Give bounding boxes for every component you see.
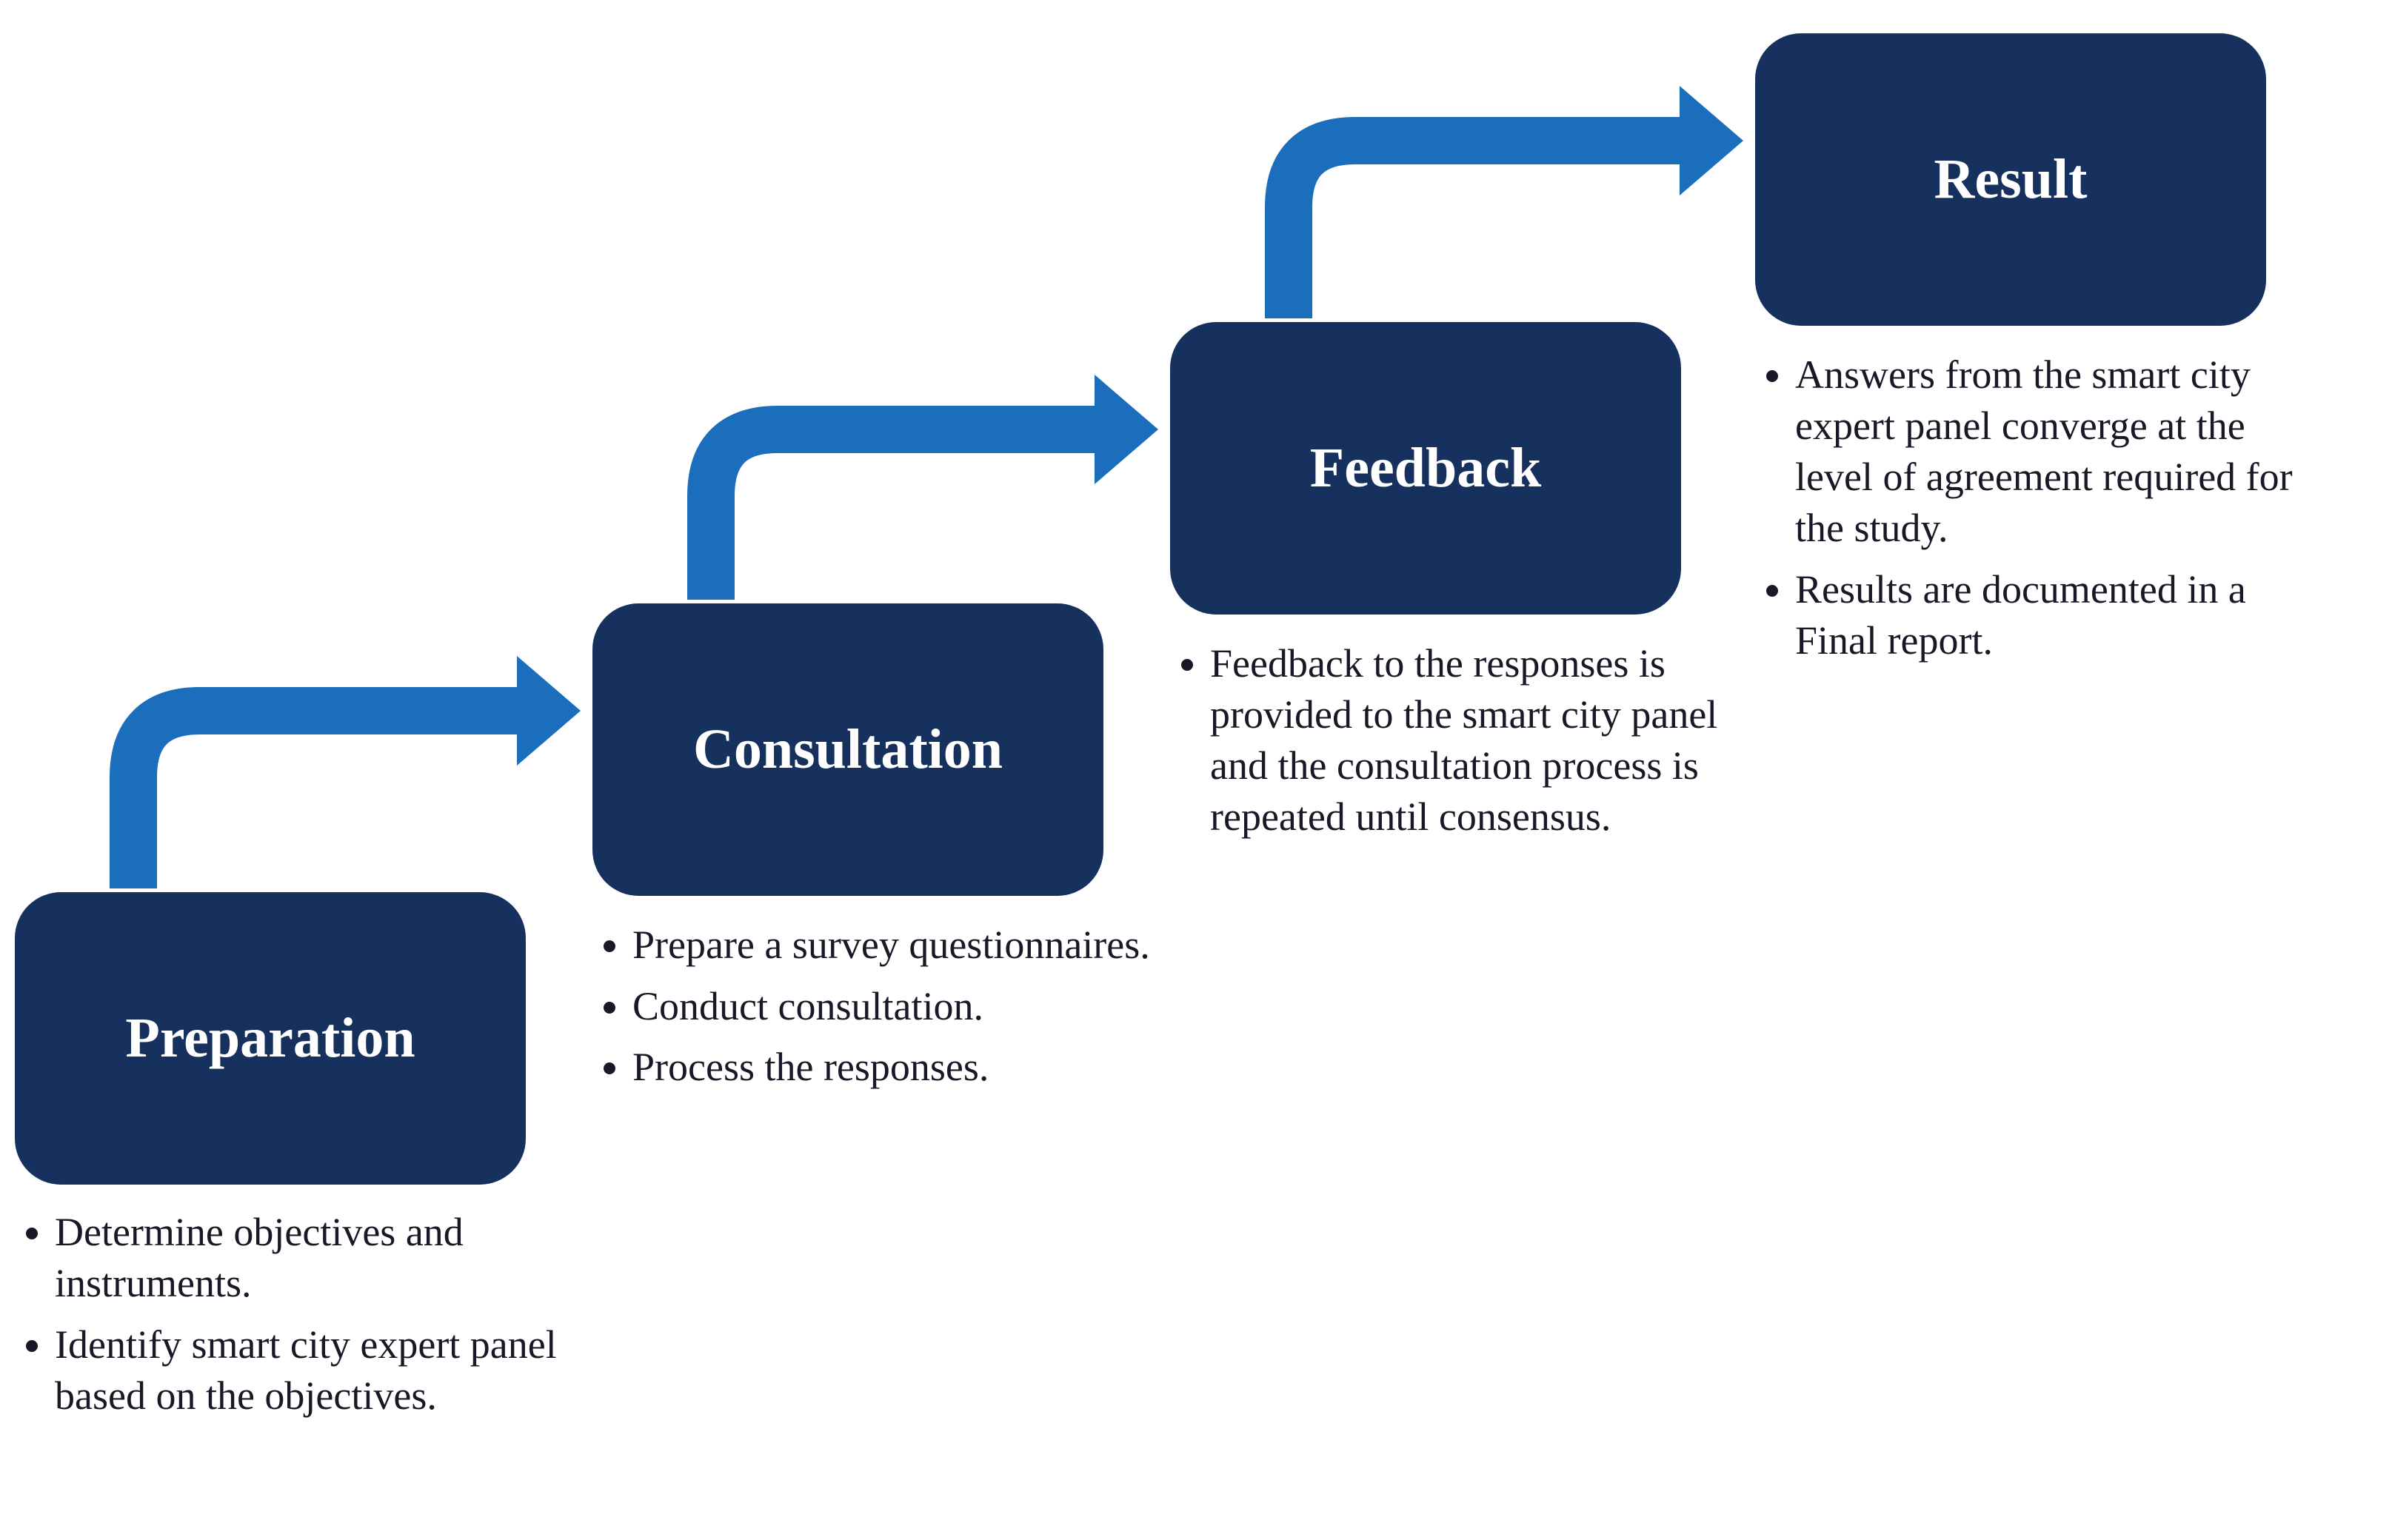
- node-bullets-consultation: Prepare a survey questionnaires. Conduct …: [592, 920, 1207, 1103]
- node-title-feedback: Feedback: [1310, 436, 1541, 500]
- bullet-item: Feedback to the responses is provided to…: [1210, 638, 1718, 843]
- bullet-item: Results are documented in a Final report…: [1795, 564, 2318, 666]
- node-preparation: Preparation: [15, 892, 526, 1185]
- node-title-consultation: Consultation: [693, 717, 1003, 782]
- node-feedback: Feedback: [1170, 322, 1681, 615]
- node-consultation: Consultation: [592, 603, 1103, 896]
- bullet-item: Process the responses.: [632, 1042, 1207, 1093]
- bullet-item: Identify smart city expert panel based o…: [55, 1319, 600, 1422]
- arrow-head-feedback-result: [1680, 86, 1743, 195]
- arrow-shaft-preparation-consultation: [133, 711, 517, 888]
- arrow-shaft-feedback-result: [1289, 141, 1680, 318]
- node-title-preparation: Preparation: [125, 1006, 415, 1071]
- bullet-item: Prepare a survey questionnaires.: [632, 920, 1207, 971]
- node-result: Result: [1755, 33, 2266, 326]
- arrow-head-preparation-consultation: [517, 656, 581, 766]
- bullet-item: Determine objectives and instruments.: [55, 1207, 600, 1309]
- node-bullets-preparation: Determine objectives and instruments.Ide…: [15, 1207, 600, 1431]
- node-bullets-result: Answers from the smart city expert panel…: [1755, 349, 2318, 677]
- arrow-head-consultation-feedback: [1095, 375, 1158, 484]
- node-bullets-feedback: Feedback to the responses is provided to…: [1170, 638, 1718, 853]
- node-title-result: Result: [1934, 147, 2088, 212]
- bullet-item: Answers from the smart city expert panel…: [1795, 349, 2318, 554]
- arrow-shaft-consultation-feedback: [711, 429, 1095, 600]
- bullet-item: Conduct consultation.: [632, 981, 1207, 1032]
- flow-diagram: Preparation Determine objectives and inst…: [0, 0, 2392, 1540]
